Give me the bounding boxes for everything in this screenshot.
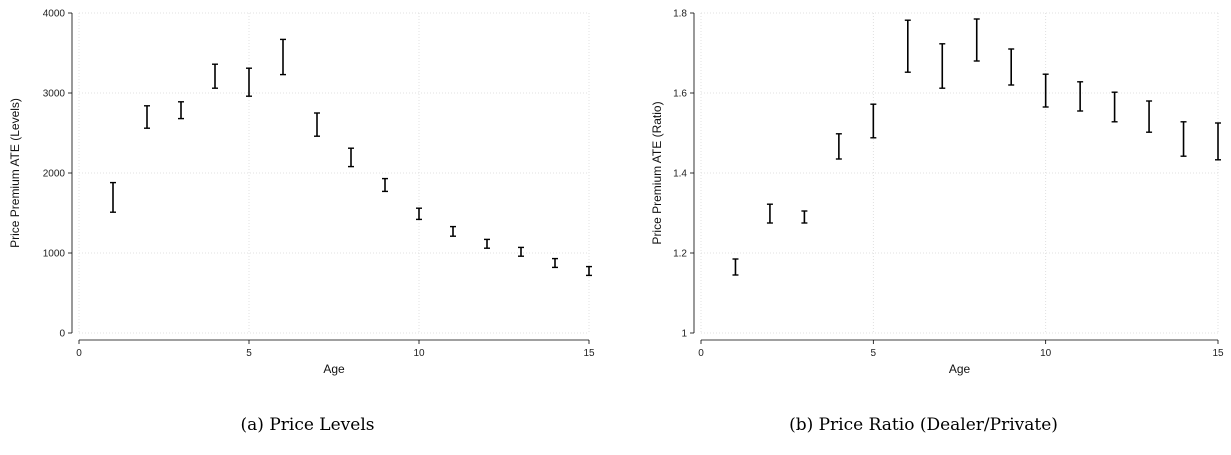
error-bar bbox=[766, 203, 773, 224]
x-tick-label: 15 bbox=[583, 348, 595, 359]
error-bar bbox=[144, 105, 150, 129]
x-tick-label: 5 bbox=[246, 348, 252, 359]
y-axis-title: Price Premium ATE (Levels) bbox=[8, 98, 22, 248]
y-tick-label: 4000 bbox=[43, 9, 66, 20]
panel-price-levels: 0 1000 2000 3000 4000 0 5 10 15 Age Price Premium … bbox=[0, 0, 615, 455]
error-bar bbox=[1042, 73, 1049, 108]
error-bar bbox=[110, 181, 116, 213]
panel-price-ratio: 1 1.2 1.4 1.6 1.8 0 5 10 15 Age Price Premium ATE … bbox=[616, 0, 1231, 455]
error-bar bbox=[314, 112, 320, 137]
y-tick-label: 3000 bbox=[43, 89, 66, 100]
error-bar bbox=[1111, 91, 1118, 123]
error-bar bbox=[212, 63, 218, 89]
error-bar bbox=[450, 225, 456, 237]
error-bar bbox=[1180, 121, 1187, 157]
error-bar bbox=[246, 67, 252, 97]
error-bar bbox=[801, 210, 808, 224]
error-bar bbox=[518, 246, 524, 257]
y-tick-label: 1 bbox=[681, 329, 687, 340]
error-bar bbox=[280, 38, 286, 76]
chart-price-ratio: 1 1.2 1.4 1.6 1.8 0 5 10 15 Age Price Premium ATE … bbox=[650, 9, 1224, 377]
error-bar bbox=[904, 19, 911, 73]
y-axis-title: Price Premium ATE (Ratio) bbox=[650, 101, 664, 244]
x-tick-label: 10 bbox=[1040, 348, 1052, 359]
x-axis-title: Age bbox=[949, 362, 971, 376]
x-tick-label: 15 bbox=[1212, 348, 1224, 359]
error-bar bbox=[484, 238, 490, 249]
error-bar bbox=[870, 103, 877, 139]
chart-price-levels: 0 1000 2000 3000 4000 0 5 10 15 Age Price Premium … bbox=[8, 9, 595, 377]
error-bar bbox=[939, 43, 946, 89]
caption-price-levels: (a) Price Levels bbox=[240, 415, 375, 435]
error-bar bbox=[348, 147, 354, 168]
error-bar bbox=[382, 177, 388, 193]
y-tick-label: 1.8 bbox=[673, 9, 687, 20]
error-bar bbox=[178, 101, 184, 120]
y-tick-label: 0 bbox=[59, 329, 65, 340]
x-axis-title: Age bbox=[323, 362, 345, 376]
y-tick-label: 2000 bbox=[43, 169, 66, 180]
caption-price-ratio: (b) Price Ratio (Dealer/Private) bbox=[789, 415, 1058, 435]
y-tick-label: 1.4 bbox=[673, 169, 687, 180]
error-bar bbox=[835, 133, 842, 160]
error-bar bbox=[1215, 122, 1221, 161]
x-tick-label: 0 bbox=[76, 348, 82, 359]
error-bar bbox=[732, 258, 739, 276]
error-bar bbox=[1008, 48, 1015, 86]
error-bar bbox=[416, 207, 422, 221]
error-bar bbox=[973, 18, 980, 62]
y-tick-label: 1000 bbox=[43, 249, 66, 260]
y-tick-label: 1.2 bbox=[673, 249, 687, 260]
error-bar bbox=[552, 257, 558, 269]
x-tick-label: 5 bbox=[871, 348, 877, 359]
x-tick-label: 0 bbox=[698, 348, 704, 359]
error-bar bbox=[1077, 81, 1084, 112]
error-bar bbox=[586, 265, 592, 277]
error-bar bbox=[1146, 100, 1153, 133]
x-tick-label: 10 bbox=[413, 348, 425, 359]
y-tick-label: 1.6 bbox=[673, 89, 687, 100]
